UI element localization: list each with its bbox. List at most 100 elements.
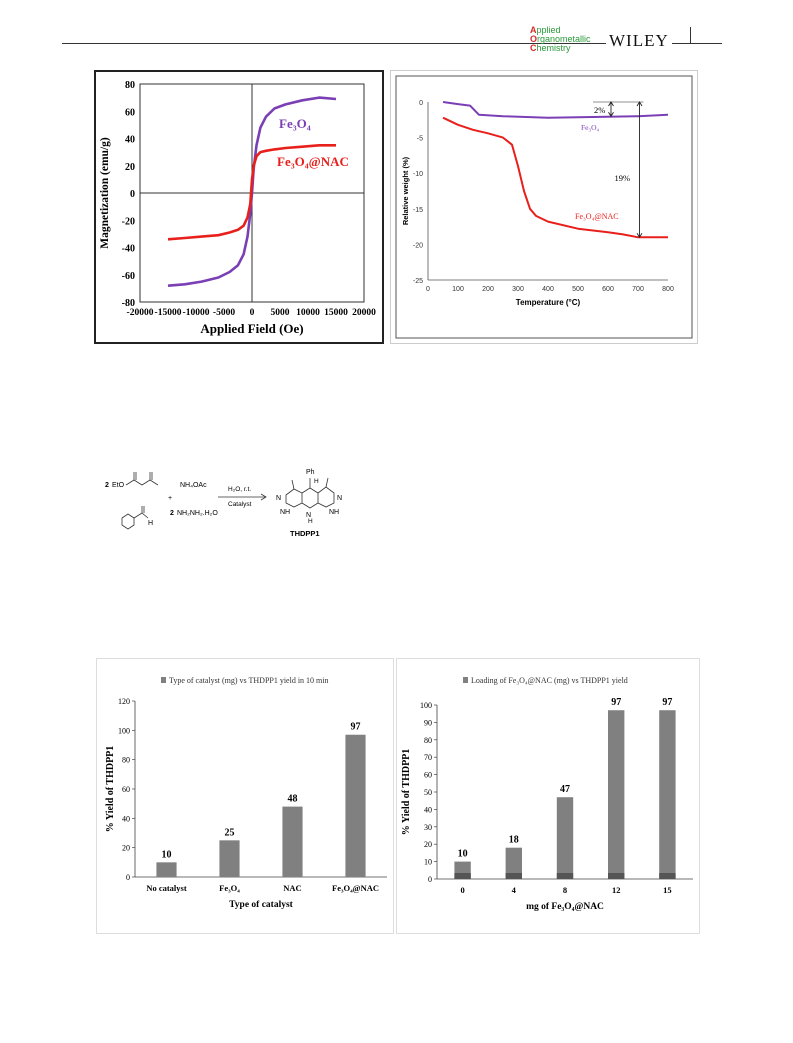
catalyst-loading-figure: Loading of Fe₃O₄@NAC (mg) vs THDPP1 yiel… (396, 658, 700, 934)
bar (505, 847, 522, 879)
x-tick-label: -20000 (127, 308, 154, 318)
y-tick-label: 50 (424, 788, 432, 797)
bar (345, 734, 366, 877)
reaction-scheme: 2 EtO NH₄OAc + 2 NH₂NH₂.H₂O H H₂O, r.t. … (100, 450, 400, 550)
y-tick-label: 60 (424, 771, 432, 780)
x-tick-label: 500 (572, 286, 584, 293)
conditions-top: H₂O, r.t. (228, 486, 251, 493)
series-label-fe3o4: Fe₃O₄ (279, 116, 311, 131)
y-tick-label: -5 (417, 136, 423, 143)
product-n4-label: N (337, 495, 342, 502)
magnetization-figure: 80 60 40 20 0 -20 -40 -60 -80 -20000 -15000 -10000-… (94, 70, 384, 344)
x-tick-label: No catalyst (146, 883, 187, 893)
x-tick-label: 0 (460, 885, 464, 895)
legend-swatch (161, 677, 166, 683)
x-tick-label: 0 (250, 308, 255, 318)
bar-value-label: 25 (225, 827, 235, 838)
y-tick-label: 80 (424, 736, 432, 745)
figure-frame (94, 70, 384, 344)
product-nh1-label: NH (280, 509, 290, 516)
x-axis-label: Type of catalyst (229, 900, 294, 910)
arrowhead (636, 233, 643, 239)
reagent-2-label: NH₄OAc (180, 482, 207, 489)
x-tick-label: 0 (426, 286, 430, 293)
x-tick-label: 300 (512, 286, 524, 293)
y-tick-label: 60 (125, 107, 135, 118)
x-tick-label: 10000 (296, 308, 320, 318)
y-tick-label: -80 (122, 298, 135, 309)
product-nh3-label: NH (329, 509, 339, 516)
y-tick-label: 0 (126, 873, 130, 882)
product-label: THDPP1 (290, 529, 320, 538)
bar-base-shade (659, 873, 676, 879)
y-tick-label: 60 (122, 785, 130, 794)
product-n1-label: N (276, 495, 281, 502)
catalyst-loading-chart: Loading of Fe₃O₄@NAC (mg) vs THDPP1 yiel… (401, 676, 693, 912)
x-tick-label: -15000 (155, 308, 182, 318)
x-tick-label: 600 (602, 286, 614, 293)
arrowhead (608, 112, 614, 118)
y-tick-label: 120 (118, 697, 130, 706)
y-tick-label: -10 (413, 171, 423, 178)
bar (156, 862, 177, 877)
y-tick-label: -15 (413, 207, 423, 214)
y-tick-label: 30 (424, 823, 432, 832)
x-tick-label: 400 (542, 286, 554, 293)
x-tick-label: 5000 (271, 308, 290, 318)
tga-figure: 0 -5 -10 -15 -20 -25 0 100 200 300 400 500 600 700 800… (390, 70, 698, 344)
y-tick-label: 80 (125, 80, 135, 91)
bar-value-label: 10 (458, 849, 468, 860)
y-tick-label: 40 (424, 805, 432, 814)
reagent-count-1: 2 (105, 482, 109, 489)
bar-value-label: 97 (662, 697, 672, 708)
x-tick-label: Fe₃O₄ (219, 883, 240, 893)
aldehyde-h-label: H (148, 520, 153, 527)
y-tick-label: 40 (125, 135, 135, 146)
annotation-2pct: 2% (594, 105, 605, 115)
annotation-19pct: 19% (615, 173, 631, 183)
bar-value-label: 97 (611, 697, 621, 708)
y-tick-label: 80 (122, 756, 130, 765)
x-tick-label: 800 (662, 286, 674, 293)
y-tick-label: 90 (424, 718, 432, 727)
bar-value-label: 47 (560, 784, 570, 795)
legend-label: Type of catalyst (mg) vs THDPP1 yield in… (169, 676, 329, 685)
reagent-3-label: NH₂NH₂.H₂O (177, 510, 218, 517)
x-tick-label: 4 (512, 885, 517, 895)
y-tick-label: 20 (424, 840, 432, 849)
y-tick-label: -25 (413, 278, 423, 285)
y-tick-label: -40 (122, 244, 135, 255)
y-tick-label: -60 (122, 271, 135, 282)
bar (282, 806, 303, 877)
bar (608, 710, 625, 879)
series-label-fe3o4-nac: Fe₃O₄@NAC (277, 154, 349, 169)
y-tick-label: 0 (428, 875, 432, 884)
x-tick-label: 700 (632, 286, 644, 293)
plus-sign: + (168, 495, 172, 502)
x-tick-label: 20000 (352, 308, 376, 318)
reagent-1-label: EtO (112, 482, 125, 489)
x-tick-label: -10000 (183, 308, 210, 318)
y-tick-label: 100 (420, 701, 432, 710)
y-tick-label: 20 (122, 844, 130, 853)
bar-base-shade (556, 873, 574, 879)
y-axis-label: Magnetization (emu/g) (99, 137, 111, 249)
catalyst-type-chart: Type of catalyst (mg) vs THDPP1 yield in… (105, 676, 387, 910)
x-tick-label: 12 (612, 885, 621, 895)
y-tick-label: 20 (125, 162, 135, 173)
series-line-0 (442, 101, 669, 119)
x-tick-label: NAC (283, 883, 301, 893)
x-axis-label: Temperature (°C) (516, 298, 581, 307)
bar-base-shade (505, 873, 522, 879)
x-tick-label: -5000 (213, 308, 235, 318)
bar-value-label: 48 (288, 794, 298, 805)
y-tick-label: -20 (413, 242, 423, 249)
series-line-1 (442, 116, 668, 239)
bar-value-label: 97 (351, 722, 361, 733)
y-tick-label: 10 (424, 858, 432, 867)
bar-value-label: 10 (162, 849, 172, 860)
x-axis-label: Applied Field (Oe) (200, 321, 303, 336)
x-tick-label: 15 (663, 885, 672, 895)
series-line-1 (167, 144, 336, 241)
magnetization-chart: 80 60 40 20 0 -20 -40 -60 -80-20000 -15000 -10000-… (94, 70, 384, 344)
